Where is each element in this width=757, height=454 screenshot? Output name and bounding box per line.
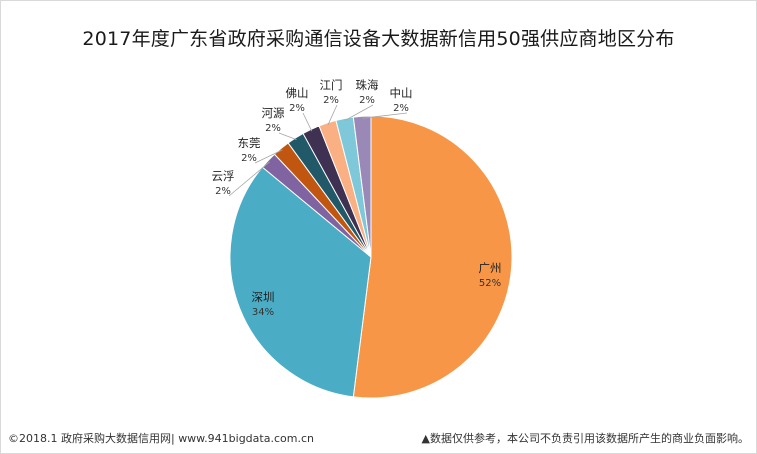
pie-slice-1 <box>352 115 513 399</box>
slice-label-name: 深圳 <box>252 290 275 304</box>
leader-line <box>327 104 338 125</box>
pie-slice-9 <box>352 115 372 258</box>
slice-label-name: 珠海 <box>356 78 379 92</box>
leader-line <box>228 161 270 197</box>
pie-slice-2 <box>229 166 372 398</box>
leader-line <box>254 149 283 164</box>
footer-disclaimer: ▲数据仅供参考，本公司不负责引用该数据所产生的商业负面影响。 <box>421 432 749 445</box>
slice-label-name: 江门 <box>320 78 343 92</box>
slice-label-name: 云浮 <box>212 169 235 183</box>
slice-label-value: 52% <box>479 278 501 289</box>
slice-label-value: 34% <box>252 307 274 318</box>
leader-line <box>278 132 297 140</box>
slice-label-name: 东莞 <box>238 136 261 150</box>
leader-line <box>362 112 408 119</box>
leader-line <box>344 104 374 121</box>
chart-title: 2017年度广东省政府采购通信设备大数据新信用50强供应商地区分布 <box>82 28 675 50</box>
slice-label-value: 2% <box>323 95 339 106</box>
slice-label-value: 2% <box>215 186 231 197</box>
slice-label-value: 2% <box>265 123 281 134</box>
slice-label-value: 2% <box>393 103 409 114</box>
slice-label-value: 2% <box>241 153 257 164</box>
slice-label-name: 中山 <box>390 86 413 100</box>
slice-label-value: 2% <box>289 103 305 114</box>
slice-label-value: 2% <box>359 95 375 106</box>
slice-label-name: 广州 <box>479 261 502 275</box>
slice-label-name: 佛山 <box>286 86 309 100</box>
slice-label-name: 河源 <box>262 106 285 120</box>
leader-line <box>302 112 313 132</box>
footer-source: ©2018.1 政府采购大数据信用网| www.941bigdata.com.c… <box>8 432 314 445</box>
